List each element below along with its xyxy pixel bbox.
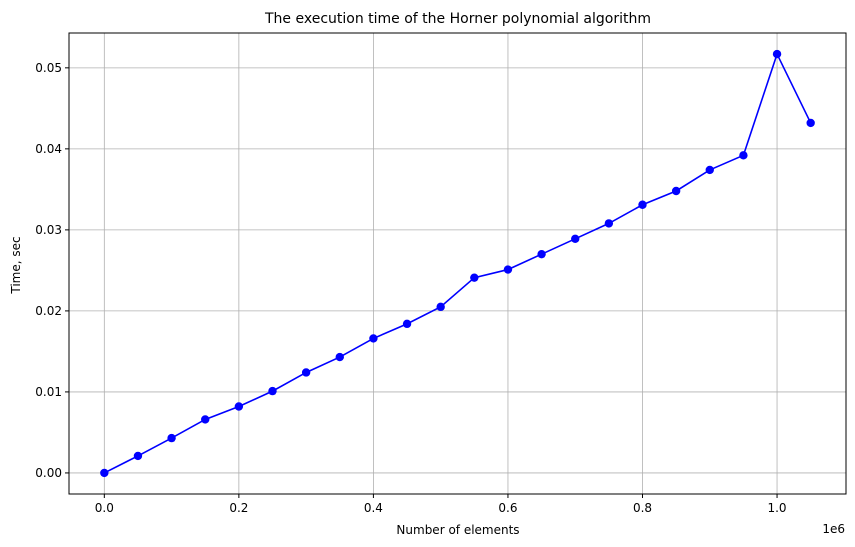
data-point <box>133 451 143 461</box>
x-tick-label: 0.0 <box>95 501 114 515</box>
x-tick-label: 0.2 <box>229 501 248 515</box>
data-point <box>436 302 445 312</box>
y-tick-label: 0.01 <box>35 385 62 399</box>
y-axis: 0.00 0.01 0.02 0.03 0.04 0.05 <box>35 61 69 480</box>
data-point <box>167 433 176 443</box>
chart-title: The execution time of the Horner polynom… <box>264 11 651 27</box>
data-point <box>335 352 344 362</box>
data-point <box>671 186 681 196</box>
data-point <box>268 386 277 396</box>
x-tick-label: 0.4 <box>364 501 383 515</box>
data-point <box>503 265 513 274</box>
data-point <box>470 273 479 282</box>
y-tick-label: 0.05 <box>35 61 62 75</box>
x-axis: 0.0 0.2 0.4 0.6 0.8 1.0 <box>95 494 787 515</box>
y-tick-label: 0.00 <box>35 466 62 480</box>
x-axis-label: Number of elements <box>396 523 519 537</box>
data-point <box>772 49 782 59</box>
data-point <box>201 415 210 424</box>
series-layer <box>100 49 815 478</box>
data-point <box>638 200 647 209</box>
x-tick-label: 1.0 <box>767 501 786 515</box>
data-point <box>402 319 412 329</box>
data-point <box>705 165 714 175</box>
grid <box>69 33 846 494</box>
plot-frame <box>68 32 847 495</box>
data-point <box>100 468 109 478</box>
data-point <box>604 219 614 228</box>
y-tick-label: 0.02 <box>35 304 62 318</box>
series-line <box>103 51 812 474</box>
data-point <box>806 118 815 128</box>
data-point <box>739 151 748 160</box>
y-tick-label: 0.04 <box>35 142 62 156</box>
x-tick-label: 0.6 <box>498 501 517 515</box>
x-axis-offset-label: 1e6 <box>822 522 845 536</box>
y-tick-label: 0.03 <box>35 223 62 237</box>
data-point <box>537 249 546 259</box>
data-point <box>369 334 378 343</box>
y-axis-label: Time, sec <box>9 236 23 294</box>
data-point <box>571 234 580 243</box>
data-point <box>234 402 244 411</box>
data-point <box>301 368 311 377</box>
x-tick-label: 0.8 <box>633 501 652 515</box>
